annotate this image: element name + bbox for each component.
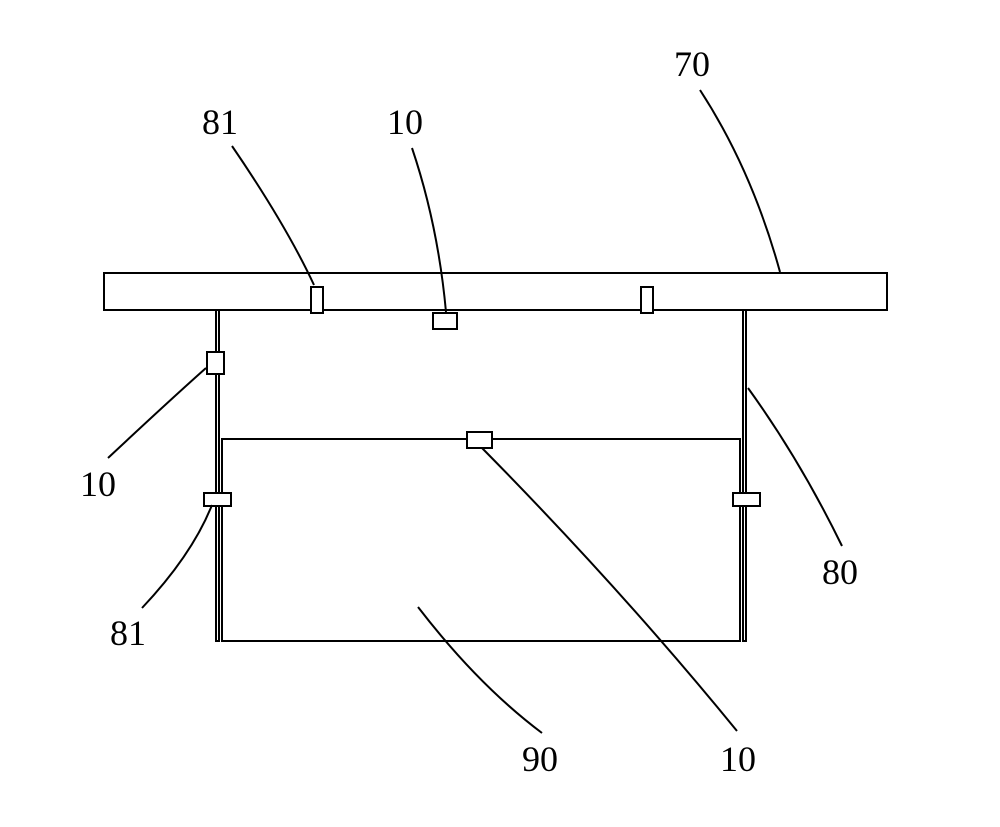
inner-rect [222,439,740,641]
small-rect-top_center_sensor [433,313,457,329]
small-rect-top_right_joint [641,287,653,313]
label-lbl_10_right: 10 [720,738,756,780]
leader-lbl_81_bottom [142,505,212,608]
label-lbl_80: 80 [822,551,858,593]
small-rect-inner_top_sensor [467,432,492,448]
label-lbl_81_top: 81 [202,101,238,143]
label-lbl_70: 70 [674,43,710,85]
engineering-diagram [0,0,1000,827]
small-rect-left_lower_joint [204,493,231,506]
leader-lbl_10_left [108,368,206,458]
label-lbl_10_left: 10 [80,463,116,505]
label-lbl_90: 90 [522,738,558,780]
right-leg [743,310,746,641]
leader-lbl_81_top [232,146,314,285]
leader-lbl_80 [748,388,842,546]
small-rect-top_left_joint [311,287,323,313]
label-lbl_10_top: 10 [387,101,423,143]
small-rect-left_upper_sensor [207,352,224,374]
leader-lbl_70 [700,90,780,272]
small-rect-right_lower_joint [733,493,760,506]
label-lbl_81_bottom: 81 [110,612,146,654]
geometry-layer [104,273,887,641]
top-bar [104,273,887,310]
